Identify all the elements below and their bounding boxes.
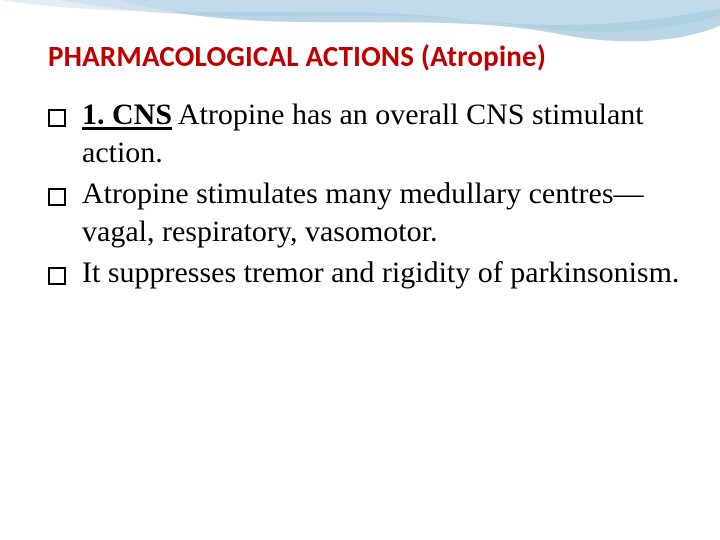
list-item: Atropine stimulates many medullary centr… bbox=[48, 175, 680, 250]
bullet-text: Atropine stimulates many medullary centr… bbox=[82, 177, 644, 248]
list-item: 1. CNS Atropine has an overall CNS stimu… bbox=[48, 96, 680, 171]
bullet-square-icon bbox=[48, 267, 66, 285]
bullet-square-icon bbox=[48, 109, 66, 127]
bullet-list: 1. CNS Atropine has an overall CNS stimu… bbox=[48, 96, 680, 292]
bullet-square-icon bbox=[48, 188, 66, 206]
bullet-lead: 1. CNS bbox=[82, 98, 172, 131]
list-item: It suppresses tremor and rigidity of par… bbox=[48, 254, 680, 292]
bullet-text: It suppresses tremor and rigidity of par… bbox=[82, 256, 679, 289]
slide-title: PHARMACOLOGICAL ACTIONS (Atropine) bbox=[48, 38, 680, 74]
slide-container: PHARMACOLOGICAL ACTIONS (Atropine) 1. CN… bbox=[0, 0, 720, 336]
